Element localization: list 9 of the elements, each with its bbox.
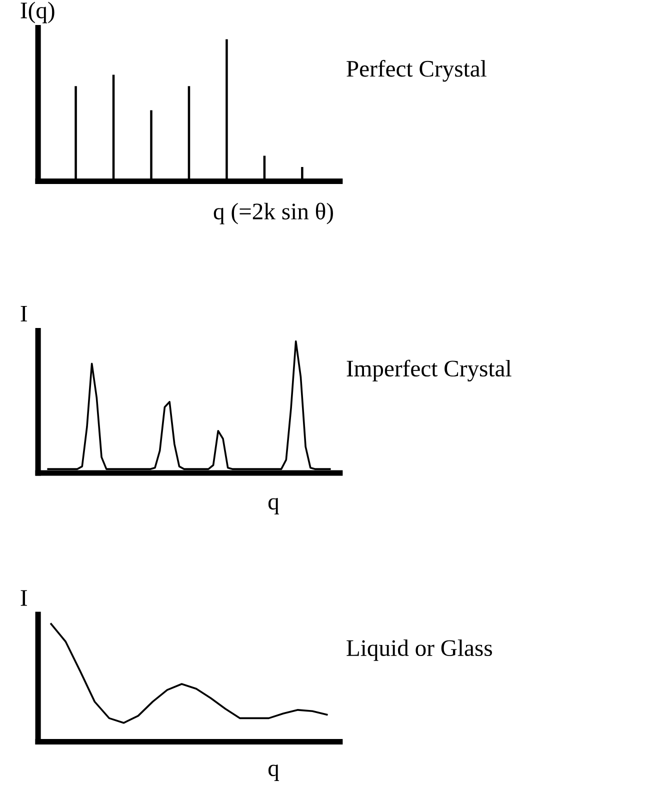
x-axis-title: q xyxy=(268,764,279,781)
y-axis-title: I(q) xyxy=(20,2,54,24)
x-axis-title: q (=2k sin θ) xyxy=(214,202,333,224)
text: Imperfect Crystal xyxy=(346,360,512,382)
text: Liquid or Glass xyxy=(346,639,492,661)
y-axis-title: I xyxy=(20,306,27,322)
x-axis-title: q xyxy=(268,498,279,514)
y-axis-title: I xyxy=(20,590,27,606)
text: Perfect Crystal xyxy=(346,60,486,82)
